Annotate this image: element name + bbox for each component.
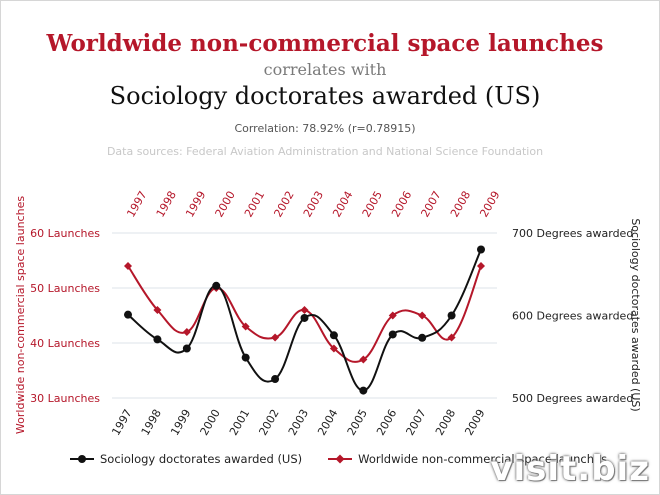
left-axis-tick-label: 60 Launches (30, 227, 100, 240)
top-x-tick-label: 2005 (360, 189, 385, 220)
data-sources-text: Data sources: Federal Aviation Administr… (106, 145, 544, 158)
launches-diamond-point (271, 333, 280, 342)
doctorates-circle-point (271, 375, 280, 384)
launches-diamond-point (359, 355, 368, 364)
launches-diamond-point (182, 328, 191, 336)
left-axis-tick-label: 50 Launches (30, 282, 100, 295)
legend-label-launches: Worldwide non-commercial space launches (358, 452, 608, 466)
right-axis-tick-label: 500 Degrees awarded (512, 392, 633, 405)
doctorates-circle-point (388, 330, 397, 339)
doctorates-circle-point (329, 331, 338, 340)
legend-label-doctorates: Sociology doctorates awarded (US) (100, 452, 303, 466)
bottom-x-tick-label: 2008 (433, 407, 458, 438)
top-x-tick-label: 1998 (154, 189, 179, 220)
doctorates-circle-point (241, 353, 250, 362)
top-x-tick-label: 2009 (477, 189, 502, 220)
launches-diamond-point (153, 306, 162, 314)
top-x-tick-label: 2008 (448, 189, 473, 220)
launches-diamond-point (388, 311, 397, 320)
launches-diamond-point (418, 311, 427, 320)
bottom-x-tick-label: 1998 (139, 407, 164, 438)
doctorates-circle-point (212, 281, 221, 290)
doctorates-circle-point (300, 313, 309, 322)
doctorates-circle-point (447, 311, 456, 320)
bottom-x-tick-label: 2003 (286, 407, 311, 438)
top-x-tick-label: 1999 (183, 189, 208, 220)
bottom-x-tick-label: 2001 (227, 407, 252, 438)
launches-diamond-point (241, 322, 250, 331)
correlation-text: Correlation: 78.92% (r=0.78915) (234, 122, 416, 135)
bottom-x-tick-label: 2002 (256, 407, 281, 438)
watermark-text: visit.biz (490, 449, 650, 489)
legend-item-launches[interactable]: Worldwide non-commercial space launches (328, 452, 607, 466)
legend: Sociology doctorates awarded (US) Worldw… (70, 452, 633, 466)
top-x-tick-label: 2001 (242, 189, 267, 220)
top-x-tick-label: 2004 (330, 189, 355, 220)
top-x-tick-label: 2000 (213, 189, 238, 220)
bottom-x-tick-label: 2006 (374, 407, 399, 438)
doctorates-circle-point (153, 335, 162, 344)
bottom-x-tick-label: 2005 (345, 407, 370, 438)
bottom-x-tick-label: 2004 (315, 407, 340, 438)
launches-diamond-point (300, 306, 309, 314)
doctorates-circle-point (477, 245, 485, 254)
legend-circle-marker-icon (70, 455, 94, 463)
doctorates-circle-point (418, 333, 427, 342)
bottom-x-tick-label: 1999 (168, 407, 193, 438)
right-axis-tick-label: 700 Degrees awarded (512, 227, 633, 240)
chart-title-secondary: Sociology doctorates awarded (US) (109, 82, 541, 110)
doctorates-circle-point (182, 344, 191, 353)
top-x-tick-label: 2006 (389, 189, 414, 220)
bottom-x-tick-label: 2000 (198, 407, 223, 438)
left-axis-tick-label: 40 Launches (30, 337, 100, 350)
bottom-x-tick-label: 1997 (109, 407, 134, 438)
right-axis-tick-label: 600 Degrees awarded (512, 310, 633, 323)
legend-item-doctorates[interactable]: Sociology doctorates awarded (US) (70, 452, 302, 466)
right-axis-title: Sociology doctorates awarded (US) (629, 218, 642, 411)
launches-diamond-point (124, 262, 132, 270)
chart-title-connector: correlates with (263, 60, 387, 79)
bottom-x-tick-label: 2009 (462, 407, 487, 438)
doctorates-circle-point (359, 386, 368, 395)
chart-title-primary: Worldwide non-commercial space launches (46, 30, 604, 57)
legend-diamond-marker-icon (328, 454, 353, 464)
launches-diamond-point (329, 344, 338, 353)
left-axis-title: Worldwide non-commercial space launches (14, 196, 27, 434)
watermark: visit.biz (490, 449, 650, 489)
doctorates-circle-point (124, 310, 132, 319)
launches-diamond-point (477, 262, 485, 270)
top-x-tick-label: 2002 (271, 189, 296, 220)
top-x-tick-label: 2007 (419, 189, 444, 220)
bottom-x-tick-label: 2007 (404, 407, 429, 438)
top-x-tick-label: 2003 (301, 189, 326, 220)
top-x-tick-label: 1997 (124, 189, 149, 220)
left-axis-tick-label: 30 Launches (30, 392, 100, 405)
launches-diamond-point (447, 333, 456, 342)
